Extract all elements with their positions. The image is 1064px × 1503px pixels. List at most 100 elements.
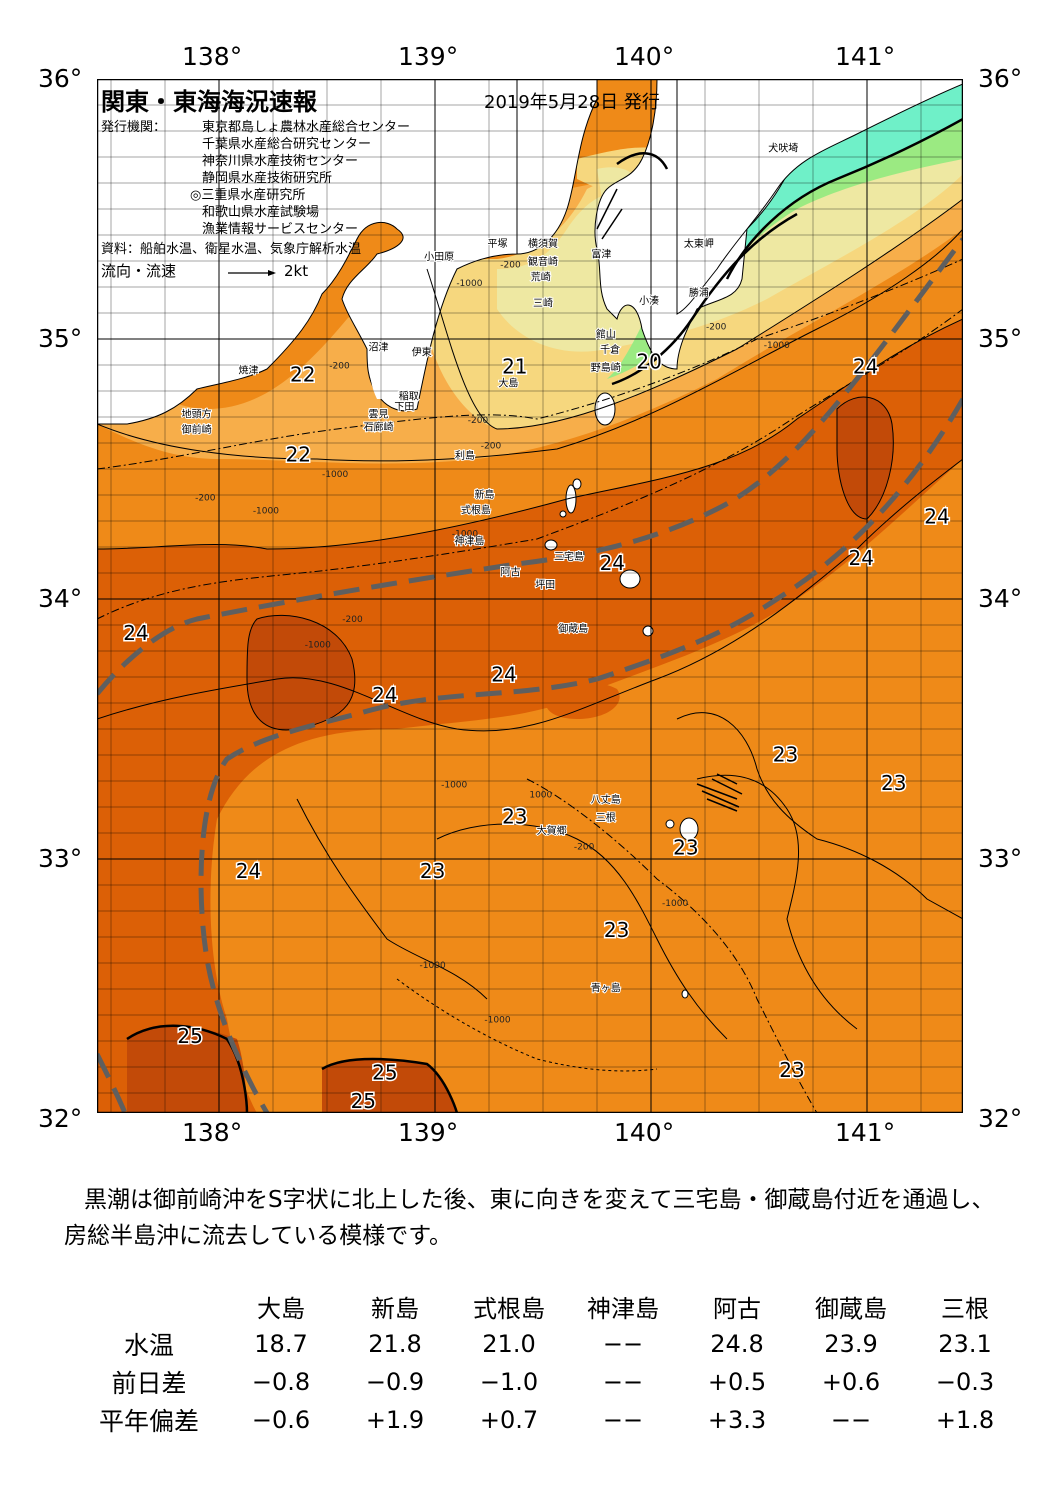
lat-label-right: 33° [978,844,1023,873]
temperature-label: 25 [372,1060,397,1084]
place-label: 平塚 [488,238,508,250]
depth-label: -200 [195,493,216,503]
isotherm [696,774,858,1030]
data-sources: 資料：船舶水温、衛星水温、気象庁解析水温 [101,242,362,257]
column-header: 大島 [257,1294,305,1323]
place-label: 大賀郷 [537,824,567,837]
table-cell: +0.7 [479,1406,539,1434]
isotherm-thick [321,1057,459,1113]
table-cell: 18.7 [254,1330,308,1358]
table-cell: −− [602,1368,644,1396]
place-label: 荒崎 [531,271,551,284]
place-label: 稲取 [399,391,419,403]
table-cell: 21.8 [368,1330,422,1358]
depth-label: -1000 [305,641,331,651]
isotherm [97,318,963,550]
summary-text: 黒潮は御前崎沖をS字状に北上した後、東に向きを変えて三宅島・御蔵島付近を通過し、… [64,1187,995,1249]
depth-label: -1000 [764,341,790,351]
table-row: 前日差 −0.8 −0.9 −1.0 −− +0.5 +0.6 −0.3 [74,1363,1022,1401]
issuer-item: 漁業情報サービスセンター [202,222,359,237]
depth-label: -200 [468,416,489,426]
place-label: 小田原 [424,251,454,263]
temperature-label: 23 [420,859,445,883]
temperature-label: 23 [779,1058,804,1082]
zone-24 [546,682,620,719]
table-cell: −0.3 [935,1368,995,1396]
temperature-label: 25 [177,1024,202,1048]
table-cell: 24.8 [710,1330,764,1358]
lon-label-bottom: 139° [398,1118,459,1147]
column-header: 新島 [371,1294,419,1323]
table-cell: +1.8 [935,1406,995,1434]
place-label: 観音崎 [528,255,558,268]
lon-label-top: 141° [835,42,896,71]
temperature-label: 23 [502,805,527,829]
kuroshio-axis [198,397,963,1113]
depth-label: -1000 [662,899,688,909]
place-label: 八丈島 [591,793,621,806]
lon-label-bottom: 138° [182,1118,243,1147]
table-row: 平年偏差 −0.6 +1.9 +0.7 −− +3.3 −− +1.8 [74,1401,1022,1439]
lon-label-bottom: 141° [835,1118,896,1147]
kuroshio-axis [97,237,963,696]
temperature-label: 22 [286,443,311,467]
isobath [526,778,818,1113]
lat-label-left: 35° [38,324,83,353]
depth-label: -200 [500,261,521,271]
isotherm-thick [616,152,669,170]
land-area [369,339,401,399]
flow-arrow [596,188,623,240]
depth-label: -200 [574,842,595,852]
temperature-label: 24 [123,621,148,645]
table-cell: −− [602,1330,644,1358]
table-cell: +0.6 [821,1368,881,1396]
place-label: 千倉 [600,343,620,356]
island [544,539,558,551]
island [619,569,641,589]
table-cell: −0.9 [365,1368,425,1396]
table-cell: −− [602,1406,644,1434]
depth-label: -200 [342,615,363,625]
place-label: 太東岬 [684,237,714,250]
isotherm-thick [611,212,798,386]
zone-24 [97,319,963,1113]
temperature-label: 21 [502,355,527,379]
land-area [676,79,963,315]
sea-temperature-map: 22 22 21 20 24 24 24 24 24 24 24 23 23 23 23 24 23 23 25 25… [97,79,963,1113]
place-label: 式根島 [461,503,491,516]
isotherm-thick [126,1024,249,1113]
lat-label-right: 34° [978,584,1023,613]
isotherm-thick [725,117,963,280]
temperature-label: 24 [372,683,397,707]
temperature-label: 22 [290,362,315,386]
table-cell: −0.8 [251,1368,311,1396]
island [665,819,675,829]
depth-label: -200 [329,362,350,372]
island [679,817,699,841]
issue-date: 2019年5月28日 発行 [484,92,660,113]
depth-label: -1000 [322,470,348,480]
isotherm [836,396,894,520]
lat-label-right: 35° [978,324,1023,353]
place-label: 下田 [394,402,414,413]
temperature-label: 23 [673,836,698,860]
flow-arrow [696,773,743,812]
place-label: 焼津 [239,365,259,377]
place-label: 雲見 [369,409,389,421]
table-cell: −1.0 [479,1368,539,1396]
place-label: 伊東 [412,346,432,359]
place-label: 御蔵島 [558,622,588,635]
isotherm [97,228,963,462]
zone-25 [127,1025,247,1113]
table-cell: 23.9 [824,1330,878,1358]
table-row: 水温 18.7 21.8 21.0 −− 24.8 23.9 23.1 [74,1325,1022,1363]
depth-label: -1000 [420,961,446,971]
table-cell: −− [830,1406,872,1434]
temperature-label: 23 [604,918,629,942]
place-label: 野島崎 [591,361,621,374]
issuer-item: 和歌山県水産試験場 [202,205,320,220]
isotherm [296,798,488,1000]
lon-label-top: 138° [182,42,243,71]
row-label: 前日差 [111,1369,187,1398]
column-header: 神津島 [587,1294,659,1323]
